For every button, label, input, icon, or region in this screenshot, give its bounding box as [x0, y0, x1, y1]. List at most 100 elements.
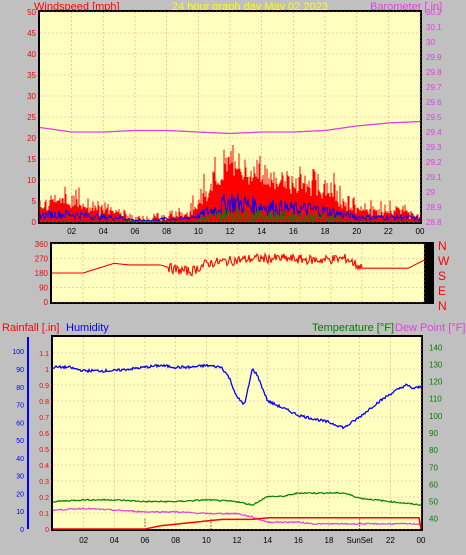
p1-y2tick-label: 29.1 [426, 173, 442, 182]
p1-y2tick-label: 28.9 [426, 203, 442, 212]
p2-ytick-label: 180 [35, 269, 49, 278]
p1-y2tick-label: 30.1 [426, 23, 442, 32]
barometer-line [39, 120, 421, 135]
p1-y2tick-label: 29.3 [426, 143, 442, 152]
rain-tick-label: 0.8 [39, 399, 49, 406]
wind-direction-avg-line [39, 207, 421, 224]
temp-tick-label: 80 [429, 446, 438, 455]
p1-xtick-label: 08 [162, 227, 171, 236]
compass-label: N [438, 299, 447, 313]
humidity-tick-label: 40 [16, 456, 24, 463]
humidity-tick-label: 50 [16, 438, 24, 445]
p1-xtick-label: 22 [384, 227, 393, 236]
dewpoint-axis-label: Dew Point [°F] [395, 322, 465, 334]
p1-y2tick-label: 29.7 [426, 83, 442, 92]
dewpoint-line [52, 507, 422, 526]
p1-y2tick-label: 28.8 [426, 218, 442, 227]
compass-label: S [438, 269, 446, 283]
p3-xtick-label: 04 [110, 536, 119, 545]
p1-y2tick-label: 29.4 [426, 128, 442, 137]
rain-tick-label: 0.4 [39, 463, 49, 470]
p3-xtick-label: 18 [325, 536, 334, 545]
p1-ytick-label: 45 [27, 29, 36, 38]
temp-tick-label: 70 [429, 463, 438, 472]
p1-ytick-label: 20 [27, 134, 36, 143]
temp-tick-label: 90 [429, 429, 438, 438]
humidity-tick-label: 20 [16, 491, 24, 498]
p3-xtick-label: 00 [417, 536, 426, 545]
rain-tick-label: 1 [45, 367, 49, 374]
p1-xtick-label: 14 [257, 227, 266, 236]
p1-ytick-label: 0 [32, 218, 37, 227]
temperature-line [52, 491, 422, 506]
p2-ytick-label: 270 [35, 255, 49, 264]
humidity-tick-label: 10 [16, 509, 24, 516]
rain-tick-label: 0 [45, 527, 49, 534]
rain-tick-label: 0.7 [39, 415, 49, 422]
p1-xtick-label: 00 [416, 227, 425, 236]
humidity-tick-label: 0 [20, 527, 24, 534]
p1-y2tick-label: 30.2 [426, 8, 442, 17]
compass-label: W [438, 254, 450, 268]
p1-ytick-label: 5 [32, 197, 37, 206]
p2-ytick-label: 90 [39, 284, 48, 293]
p3-xtick-label: 02 [79, 536, 88, 545]
humidity-tick-label: 80 [16, 385, 24, 392]
humidity-tick-label: 70 [16, 403, 24, 410]
rain-tick-label: 0.1 [39, 511, 49, 518]
p3-xtick-label: 06 [141, 536, 150, 545]
temp-tick-label: 60 [429, 480, 438, 489]
p1-ytick-label: 35 [27, 71, 36, 80]
humidity-tick-label: 90 [16, 367, 24, 374]
p1-ytick-label: 30 [27, 92, 36, 101]
compass-label: E [438, 284, 446, 298]
rain-tick-label: 0.9 [39, 383, 49, 390]
p1-xtick-label: 06 [131, 227, 140, 236]
p1-xtick-label: 02 [67, 227, 76, 236]
p1-xtick-label: 12 [226, 227, 235, 236]
p3-xtick-label: 22 [386, 536, 395, 545]
p1-y2tick-label: 30 [426, 38, 435, 47]
rain-tick-label: 0.6 [39, 431, 49, 438]
p1-y2tick-label: 29.5 [426, 113, 442, 122]
p2-ytick-label: 360 [35, 240, 49, 249]
wind-barometer-panel: 0 5 10 15 20 25 30 35 40 45 50 28.8 28.9 29 29.1 29.2 2… [27, 8, 442, 236]
p1-xtick-label: 16 [289, 227, 298, 236]
p1-ytick-label: 50 [27, 8, 36, 17]
p1-xtick-label: 18 [321, 227, 330, 236]
rainfall-axis-label: Rainfall [.in] [2, 322, 59, 334]
p1-ytick-label: 10 [27, 176, 36, 185]
humidity-tick-label: 100 [12, 349, 24, 356]
humidity-tick-label: 30 [16, 474, 24, 481]
p1-ytick-label: 40 [27, 50, 36, 59]
p3-xtick-label: 12 [233, 536, 242, 545]
rain-tick-label: 0.5 [39, 447, 49, 454]
humidity-axis-bar [27, 337, 29, 529]
p1-y2tick-label: 29.9 [426, 53, 442, 62]
temp-tick-label: 140 [429, 343, 443, 352]
rain-tick-label: 0.3 [39, 479, 49, 486]
p1-ytick-label: 25 [27, 113, 36, 122]
rain-tick-label: 1.1 [39, 351, 49, 358]
p1-xtick-label: 10 [194, 227, 203, 236]
humidity-line [52, 363, 422, 430]
temp-tick-label: 130 [429, 360, 443, 369]
temp-tick-label: 50 [429, 498, 438, 507]
temp-tick-label: 40 [429, 515, 438, 524]
p3-xtick-label: 08 [171, 536, 180, 545]
compass-label: N [438, 239, 447, 253]
temperature-axis-label: Temperature [°F] [312, 322, 394, 334]
p1-ytick-label: 15 [27, 155, 36, 164]
humidity-axis-label: Humidity [66, 322, 109, 334]
temp-tick-label: 110 [429, 395, 442, 404]
rain-humidity-temp-panel: 0 0.1 0.2 0.3 0.4 0.5 0.6 0.7 0.8 0.9 1 1.1 0 10 20 30 4… [12, 335, 443, 545]
wind-direction-line [52, 251, 425, 277]
rain-tick-label: 0.2 [39, 495, 49, 502]
rainfall-line [53, 517, 422, 530]
p1-y2tick-label: 29.8 [426, 68, 442, 77]
p1-xtick-label: 04 [99, 227, 108, 236]
temp-tick-label: 120 [429, 378, 443, 387]
p1-y2tick-label: 29.2 [426, 158, 442, 167]
